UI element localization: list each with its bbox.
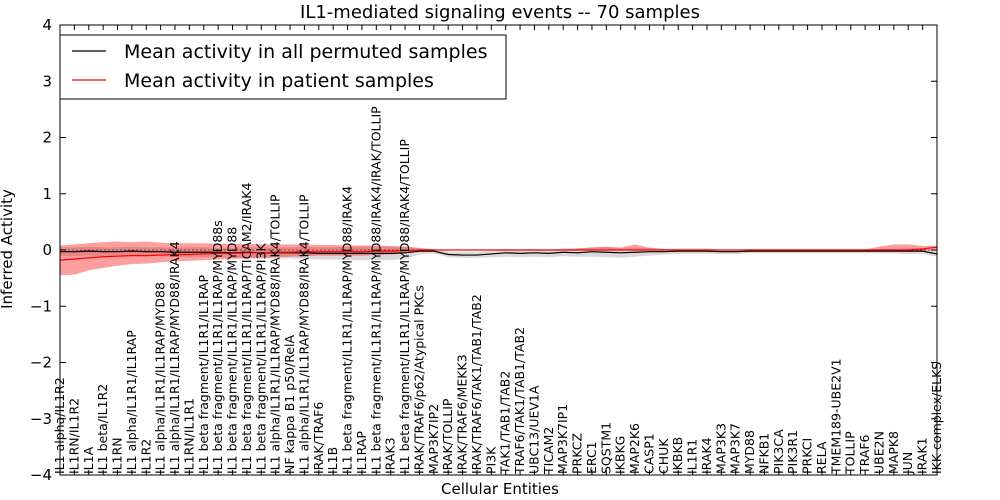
x-category-label: IL1R1 bbox=[685, 439, 700, 474]
x-category-label: IL1RN/IL1R1 bbox=[181, 398, 196, 474]
x-category-label: IL1 alpha/IL1R1/IL1RAP bbox=[124, 330, 139, 474]
x-category-label: IL1 alpha/IL1R1/IL1RAP/MYD88 bbox=[153, 282, 168, 474]
x-category-label: PIK3CA bbox=[771, 429, 786, 474]
x-axis-title: Cellular Entities bbox=[441, 480, 559, 498]
x-category-label: IL1B bbox=[325, 447, 340, 474]
x-category-label: IL1 beta fragment/IL1R1/IL1RAP/MYD88/IRA… bbox=[397, 139, 412, 474]
x-category-label: IL1 alpha/IL1R1/IL1RAP/MYD88/IRAK4/TOLLI… bbox=[296, 194, 311, 474]
x-category-label: NF kappa B1 p50/RelA bbox=[282, 334, 297, 474]
x-category-label: IL1 beta fragment/IL1R1/IL1RAP/MYD88s bbox=[210, 220, 225, 474]
y-axis: 4 3 2 1 0 −1 −2 −3 −4 bbox=[30, 16, 937, 484]
x-category-label: IRAK4 bbox=[699, 437, 714, 474]
x-category-label: TICAM2 bbox=[541, 427, 556, 475]
x-category-label: IL1 beta fragment/IL1R1/IL1RAP/MYD88/IRA… bbox=[340, 186, 355, 474]
x-category-label: IL1 alpha/IL1R1/IL1RAP/MYD88/IRAK4 bbox=[167, 241, 182, 474]
y-tick-label: 3 bbox=[42, 72, 52, 90]
x-category-label: NFKB1 bbox=[756, 433, 771, 474]
x-category-label: TMEM189-UBE2V1 bbox=[828, 358, 843, 475]
chart-title: IL1-mediated signaling events -- 70 samp… bbox=[300, 2, 700, 23]
x-category-label: IKBKB bbox=[670, 437, 685, 474]
y-tick-label: 2 bbox=[42, 129, 52, 147]
x-category-label: UBE2N bbox=[871, 431, 886, 474]
y-axis-title: Inferred Activity bbox=[0, 189, 16, 309]
x-category-label: PI3K bbox=[483, 446, 498, 474]
x-category-label: MYD88 bbox=[742, 430, 757, 474]
x-category-label: IL1R2 bbox=[138, 439, 153, 474]
x-category-label: IL1A bbox=[81, 446, 96, 474]
x-category-label: IRAK3 bbox=[383, 437, 398, 474]
x-category-label: IL1 beta fragment/IL1R1/IL1RAP/MYD88 bbox=[225, 227, 240, 474]
legend: Mean activity in all permuted samples Me… bbox=[59, 34, 507, 100]
x-category-label: PIK3R1 bbox=[785, 430, 800, 474]
x-category-label: IL1 alpha/IL1R1/IL1RAP/MYD88/IRAK4/TOLLI… bbox=[268, 194, 283, 474]
x-category-label: IL1 beta/IL1R2 bbox=[95, 384, 110, 474]
x-category-label: IRAK/TRAF6/TAK1/TAB1/TAB2 bbox=[469, 294, 484, 474]
y-tick-label: 4 bbox=[42, 16, 52, 34]
x-axis bbox=[59, 25, 938, 475]
x-category-label: IRAK/TOLLIP bbox=[440, 398, 455, 474]
x-category-label: IL1 beta fragment/IL1R1/IL1RAP bbox=[196, 274, 211, 474]
x-category-label: UBC13/UEV1A bbox=[526, 385, 541, 474]
x-category-label: MAP3K7 bbox=[728, 423, 743, 474]
x-category-label: MAP3K7IP2 bbox=[426, 404, 441, 474]
x-category-label: MAPK8 bbox=[886, 431, 901, 474]
legend-label-permuted: Mean activity in all permuted samples bbox=[124, 41, 487, 63]
x-category-label: IRAK1 bbox=[915, 437, 930, 474]
line-patient bbox=[59, 246, 938, 261]
series-lines bbox=[59, 246, 938, 261]
x-category-label: IKBKG bbox=[613, 436, 628, 474]
x-category-label: TRAF6 bbox=[857, 434, 872, 475]
x-category-label: ERC1 bbox=[584, 441, 599, 474]
y-tick-label: −2 bbox=[30, 354, 52, 372]
x-category-label: IL1RN bbox=[110, 437, 125, 474]
x-category-label: IL1RAP bbox=[354, 431, 369, 474]
x-category-labels: IL1 alpha/IL1R2 IL1RN/IL1R2 IL1A IL1 beta/I… bbox=[52, 106, 944, 475]
x-category-label: IL1 beta fragment/IL1R1/IL1RAP/PI3K bbox=[253, 243, 268, 474]
y-tick-label: −1 bbox=[30, 297, 52, 315]
x-category-label: IKK complex/ELKS bbox=[929, 362, 944, 474]
x-category-label: MAP3K3 bbox=[713, 423, 728, 474]
y-tick-label: −4 bbox=[30, 466, 52, 484]
x-category-label: CHUK bbox=[656, 438, 671, 474]
legend-box bbox=[59, 34, 507, 100]
y-tick-label: −3 bbox=[30, 410, 52, 428]
x-category-label: MAP2K6 bbox=[627, 423, 642, 474]
x-category-label: TOLLIP bbox=[843, 431, 858, 475]
x-category-label: RELA bbox=[814, 441, 829, 474]
y-tick-label: 1 bbox=[42, 185, 52, 203]
legend-label-patient: Mean activity in patient samples bbox=[124, 70, 434, 92]
x-category-label: MAP3K7IP1 bbox=[555, 404, 570, 474]
x-category-label: PRKCZ bbox=[570, 433, 585, 474]
x-category-label: IL1RN/IL1R2 bbox=[66, 398, 81, 474]
x-category-label: CASP1 bbox=[641, 433, 656, 474]
line-permuted bbox=[60, 250, 938, 256]
x-category-label: SQSTM1 bbox=[598, 422, 613, 474]
x-category-label: IRAK/TRAF6 bbox=[311, 402, 326, 474]
x-category-label: IL1 beta fragment/IL1R1/IL1RAP/MYD88/IRA… bbox=[368, 106, 383, 474]
x-category-label: JUN bbox=[900, 452, 915, 475]
x-category-label: IL1 beta fragment/IL1R1/IL1RAP/TICAM2/IR… bbox=[239, 183, 254, 474]
x-category-label: IRAK/TRAF6/MEKK3 bbox=[455, 354, 470, 474]
x-category-label: PRKCI bbox=[800, 438, 815, 474]
y-tick-label: 0 bbox=[42, 241, 52, 259]
x-category-label: TRAF6/TAK1/TAB1/TAB2 bbox=[512, 327, 527, 475]
x-category-label: TAK1/TAB1/TAB2 bbox=[498, 371, 513, 475]
x-category-label: IRAK/TRAF6/p62/Atypical PKCs bbox=[411, 285, 426, 474]
x-category-label: IL1 alpha/IL1R2 bbox=[52, 377, 67, 474]
